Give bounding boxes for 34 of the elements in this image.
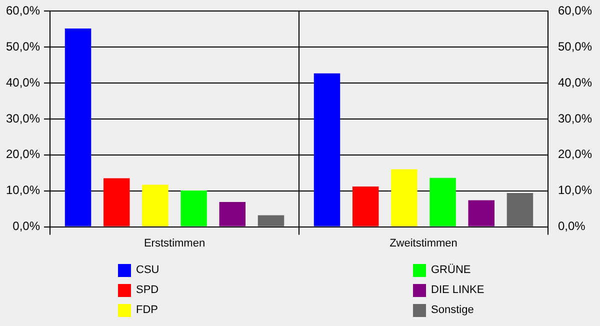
y2-tick-label: 0,0% [558, 219, 586, 234]
y-tick-label: 10,0% [6, 183, 40, 198]
y-tick-label: 30,0% [6, 111, 40, 126]
y2-tick-label: 40,0% [558, 75, 592, 90]
y-tick-label: 0,0% [12, 219, 40, 234]
bar [258, 215, 284, 226]
bar [352, 186, 379, 226]
y2-tick-label: 50,0% [558, 39, 592, 54]
y-tick-label: 60,0% [6, 4, 40, 18]
legend-label: FDP [136, 304, 158, 316]
legend-label: Sonstige [431, 304, 474, 316]
y-tick-label: 40,0% [6, 75, 40, 90]
legend-label: CSU [136, 264, 160, 276]
legend-label: DIE LINKE [431, 284, 484, 296]
y2-tick-label: 30,0% [558, 111, 592, 126]
x-tick-label: Zweitstimmen [390, 237, 458, 250]
bar [64, 28, 92, 226]
bar [506, 193, 534, 226]
y2-tick-label: 10,0% [558, 183, 592, 198]
x-tick-label: Erststimmen [144, 237, 206, 250]
bar [391, 169, 418, 226]
bar [104, 178, 130, 226]
bar [142, 184, 168, 226]
y-tick-label: 50,0% [6, 39, 40, 54]
y-tick-label: 20,0% [6, 147, 40, 162]
bar [180, 190, 207, 226]
bar [468, 200, 494, 226]
y2-tick-label: 20,0% [558, 147, 592, 162]
legend-label: SPD [136, 284, 159, 296]
y2-tick-label: 60,0% [558, 4, 592, 18]
legend-label: GRÜNE [431, 264, 471, 276]
bar [314, 73, 340, 226]
bar [219, 202, 246, 226]
bar [430, 178, 456, 226]
